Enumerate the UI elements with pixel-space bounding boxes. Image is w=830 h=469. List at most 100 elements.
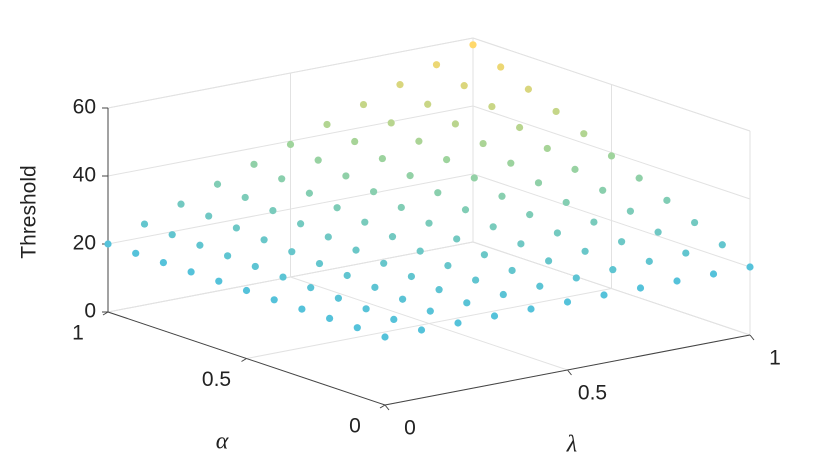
point	[324, 233, 332, 241]
z-axis-label: Threshold	[18, 165, 41, 258]
point	[434, 189, 442, 197]
point	[378, 154, 386, 163]
point	[469, 41, 477, 49]
point	[499, 290, 507, 299]
x-tick-label: 1	[769, 347, 781, 370]
point	[562, 198, 570, 207]
point	[399, 295, 407, 303]
point	[213, 180, 222, 188]
point	[517, 240, 525, 248]
point	[536, 282, 544, 290]
point	[426, 307, 434, 315]
point	[498, 192, 506, 200]
point	[490, 312, 499, 320]
point	[298, 305, 306, 313]
point	[489, 223, 497, 231]
tick-mark	[567, 369, 572, 376]
point	[654, 228, 662, 236]
point	[507, 159, 515, 167]
x-tick-label: 0	[404, 417, 416, 440]
point	[140, 220, 149, 228]
point	[224, 252, 232, 260]
point	[453, 235, 461, 243]
point	[177, 200, 185, 208]
point	[435, 286, 443, 294]
point	[645, 257, 653, 265]
point	[387, 119, 395, 127]
point	[635, 174, 643, 182]
point	[497, 63, 505, 71]
z-tick-label: 60	[73, 96, 96, 119]
tick-mark	[384, 404, 390, 411]
point	[361, 218, 369, 226]
point	[305, 189, 313, 197]
x-axis-label: λ	[566, 432, 577, 458]
point	[572, 274, 580, 282]
point	[416, 247, 424, 255]
point	[527, 305, 535, 313]
point	[342, 172, 350, 180]
point	[553, 229, 562, 237]
point	[545, 257, 553, 265]
point	[746, 263, 754, 271]
tick-mark	[749, 334, 755, 341]
point	[479, 139, 487, 148]
point	[534, 179, 543, 187]
point	[691, 218, 699, 227]
point	[600, 291, 608, 299]
point	[359, 100, 368, 109]
point	[580, 130, 588, 138]
point	[168, 231, 176, 239]
point	[508, 266, 516, 275]
point	[463, 299, 471, 307]
tick-mark	[102, 311, 109, 316]
point	[417, 326, 426, 334]
grid-line	[107, 241, 474, 313]
point	[480, 251, 488, 259]
point	[279, 273, 287, 281]
point	[353, 324, 361, 332]
point	[626, 207, 635, 215]
point	[326, 314, 334, 322]
point	[343, 271, 351, 280]
point	[288, 248, 296, 256]
point	[370, 188, 378, 196]
point	[334, 294, 342, 302]
grid-line	[246, 288, 612, 359]
y-tick-label: 0	[349, 415, 361, 438]
point	[424, 100, 432, 108]
x-tick-label: 0.5	[578, 382, 607, 405]
z-tick-label: 20	[73, 232, 96, 255]
point	[104, 240, 112, 248]
point	[397, 203, 405, 212]
point	[407, 272, 415, 281]
point	[581, 247, 589, 255]
point	[251, 262, 259, 271]
point	[432, 61, 441, 69]
point	[380, 259, 388, 267]
point	[371, 283, 379, 291]
point	[314, 156, 322, 164]
point	[351, 137, 359, 146]
point	[215, 277, 223, 285]
point	[260, 236, 268, 244]
point	[444, 261, 452, 270]
point	[618, 238, 626, 246]
point	[552, 107, 560, 116]
point	[323, 120, 331, 129]
point	[333, 204, 341, 212]
point	[488, 102, 496, 111]
y-axis	[107, 311, 386, 406]
point	[250, 160, 258, 168]
y-axis-label: α	[216, 429, 229, 455]
point	[524, 85, 533, 93]
point	[297, 220, 305, 228]
point	[461, 206, 470, 214]
point	[543, 144, 551, 153]
point	[241, 193, 249, 202]
point	[563, 298, 572, 306]
point	[390, 315, 398, 324]
point	[269, 206, 277, 215]
point	[609, 266, 617, 274]
